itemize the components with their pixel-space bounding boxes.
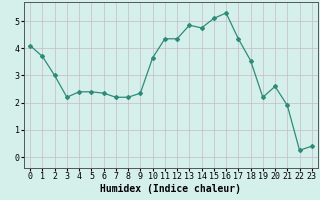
X-axis label: Humidex (Indice chaleur): Humidex (Indice chaleur) xyxy=(100,184,242,194)
